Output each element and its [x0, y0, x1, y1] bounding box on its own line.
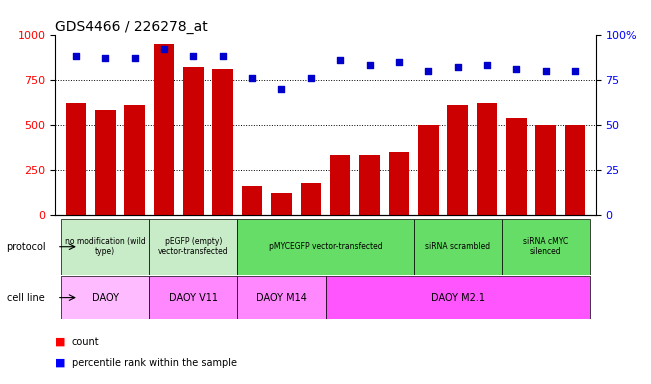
Point — [100, 55, 111, 61]
Text: percentile rank within the sample: percentile rank within the sample — [72, 358, 236, 368]
Bar — [536, 125, 556, 215]
Bar — [330, 156, 350, 215]
Point — [130, 55, 140, 61]
Text: pEGFP (empty)
vector-transfected: pEGFP (empty) vector-transfected — [158, 237, 229, 257]
Bar — [301, 182, 321, 215]
Bar — [418, 125, 439, 215]
Bar — [502, 219, 590, 275]
Text: ■: ■ — [55, 337, 66, 347]
Text: count: count — [72, 337, 99, 347]
Text: GDS4466 / 226278_at: GDS4466 / 226278_at — [55, 20, 208, 33]
Bar — [149, 276, 238, 319]
Point — [217, 53, 228, 59]
Bar — [447, 105, 468, 215]
Point — [188, 53, 199, 59]
Bar — [124, 105, 145, 215]
Point — [452, 64, 463, 70]
Text: DAOY M2.1: DAOY M2.1 — [431, 293, 484, 303]
Bar — [389, 152, 409, 215]
Text: siRNA scrambled: siRNA scrambled — [425, 242, 490, 251]
Bar — [238, 276, 326, 319]
Bar — [212, 69, 233, 215]
Point — [511, 66, 521, 72]
Text: no modification (wild
type): no modification (wild type) — [65, 237, 146, 257]
Bar — [95, 110, 115, 215]
Text: protocol: protocol — [7, 242, 46, 252]
Bar — [565, 125, 585, 215]
Bar — [61, 219, 149, 275]
Bar — [183, 67, 204, 215]
Bar — [413, 219, 502, 275]
Bar — [154, 44, 174, 215]
Text: DAOY V11: DAOY V11 — [169, 293, 218, 303]
Bar — [477, 103, 497, 215]
Point — [305, 75, 316, 81]
Point — [482, 62, 492, 68]
Bar — [242, 186, 262, 215]
Bar — [66, 103, 86, 215]
Point — [276, 86, 286, 92]
Point — [71, 53, 81, 59]
Point — [159, 46, 169, 52]
Point — [540, 68, 551, 74]
Point — [394, 59, 404, 65]
Text: cell line: cell line — [7, 293, 44, 303]
Text: pMYCEGFP vector-transfected: pMYCEGFP vector-transfected — [269, 242, 382, 251]
Bar — [506, 118, 527, 215]
Bar — [238, 219, 413, 275]
Text: DAOY: DAOY — [92, 293, 118, 303]
Point — [335, 57, 346, 63]
Bar — [61, 276, 149, 319]
Point — [365, 62, 375, 68]
Point — [423, 68, 434, 74]
Point — [570, 68, 580, 74]
Text: DAOY M14: DAOY M14 — [256, 293, 307, 303]
Bar — [359, 156, 380, 215]
Point — [247, 75, 257, 81]
Text: ■: ■ — [55, 358, 66, 368]
Bar — [149, 219, 238, 275]
Text: siRNA cMYC
silenced: siRNA cMYC silenced — [523, 237, 568, 257]
Bar — [326, 276, 590, 319]
Bar — [271, 194, 292, 215]
